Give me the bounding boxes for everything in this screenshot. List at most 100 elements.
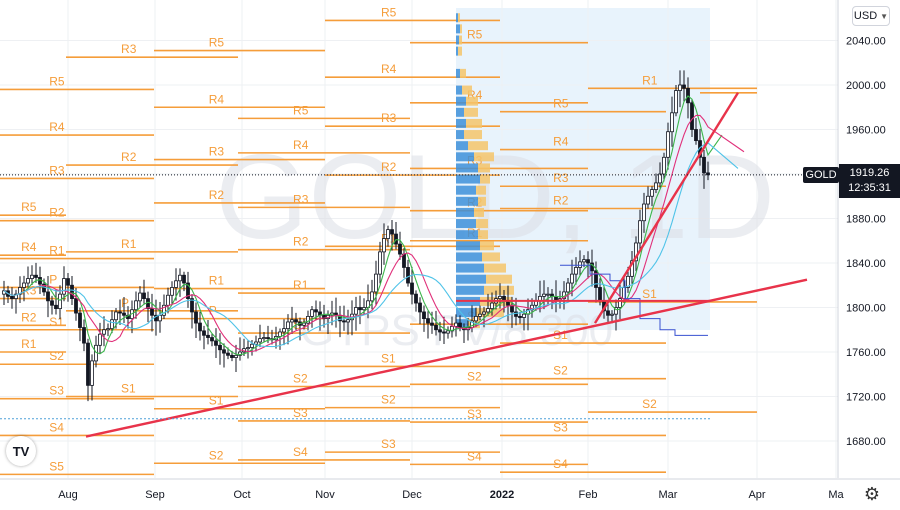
volume-bar [468, 141, 488, 151]
trendline-steep [593, 92, 740, 324]
time-scale [0, 479, 838, 510]
x-tick-label: Oct [233, 489, 250, 501]
candle-body [26, 278, 30, 284]
volume-bar [456, 163, 478, 173]
candle-body [546, 293, 550, 296]
candle-body [454, 322, 458, 327]
candle-body [342, 320, 346, 323]
candle-body [642, 203, 646, 222]
candle-body [598, 287, 602, 302]
volume-bar [456, 274, 486, 284]
candle-body [442, 331, 446, 334]
candle-body [438, 329, 442, 333]
candle-body [50, 300, 54, 306]
last-price-value: 1919.26 [849, 167, 890, 179]
candle-body [542, 293, 546, 297]
candle-body [150, 308, 154, 316]
candle-body [410, 282, 414, 295]
pivot-label-r3: R3 [209, 145, 225, 159]
pivot-label-r4: R4 [553, 135, 569, 149]
candle-body [182, 274, 186, 284]
x-tick-label: Aug [58, 489, 78, 501]
tradingview-logo[interactable]: TV [6, 436, 36, 466]
volume-bar [456, 308, 476, 318]
pivot-label-r1: R1 [21, 337, 37, 351]
x-tick-label: Sep [145, 489, 165, 501]
x-tick-label: Dec [402, 489, 422, 501]
currency-label: USD [853, 10, 878, 22]
candle-body [430, 322, 434, 326]
pivot-label-r2: R2 [21, 310, 37, 324]
volume-bar [456, 241, 480, 251]
candle-body [354, 307, 358, 315]
candle-body [314, 309, 318, 313]
candle-body [22, 282, 26, 288]
y-tick-label: 1800.00 [846, 303, 886, 315]
pivot-label-r5: R5 [553, 97, 569, 111]
candle-body [514, 311, 518, 317]
trendline-rising [85, 278, 808, 438]
candle-body [386, 229, 390, 239]
candle-body [634, 242, 638, 262]
candle-body [102, 329, 106, 335]
pivot-label-s2: S2 [293, 371, 308, 385]
x-tick-label: 2022 [490, 489, 514, 501]
candle-body [610, 313, 614, 316]
price-scale [838, 0, 900, 510]
candle-body [142, 292, 146, 300]
gear-icon[interactable]: ⚙ [863, 483, 881, 504]
candle-body [674, 90, 678, 114]
candle-body [230, 354, 234, 358]
volume-bar [456, 118, 466, 128]
y-tick-label: 2040.00 [846, 36, 886, 48]
pivot-label-s5: S5 [49, 459, 64, 473]
candle-body [426, 318, 430, 324]
x-tick-label: Apr [748, 489, 765, 501]
pivot-label-r5: R5 [21, 200, 37, 214]
candle-body [54, 304, 58, 310]
candle-body [694, 129, 698, 142]
volume-bar [456, 46, 458, 56]
currency-selector[interactable]: USD ▼ [852, 6, 890, 26]
candle-body [118, 311, 122, 314]
candle-body [186, 282, 190, 299]
candle-body [402, 253, 406, 268]
pivot-label-s2: S2 [467, 369, 482, 383]
volume-bar [458, 13, 460, 23]
candle-body [414, 293, 418, 304]
volume-bar [456, 35, 459, 45]
candle-body [490, 302, 494, 310]
candle-body [10, 295, 14, 299]
candle-body [606, 310, 610, 316]
volume-bar [456, 96, 466, 106]
candle-body [62, 278, 66, 295]
volume-bar [456, 252, 482, 262]
volume-bar [456, 85, 462, 95]
candle-body [378, 251, 382, 275]
volume-bar [456, 13, 458, 23]
candle-body [522, 313, 526, 318]
candle-body [246, 347, 250, 350]
x-tick-label: Mar [659, 489, 678, 501]
volume-bar [462, 85, 472, 95]
candle-body [662, 156, 666, 175]
pivot-label-r2: R2 [209, 188, 225, 202]
y-tick-label: 1840.00 [846, 258, 886, 270]
pivot-label-r2: R2 [553, 193, 569, 207]
candle-body [34, 274, 38, 278]
candle-body [626, 275, 630, 288]
volume-bar [480, 241, 494, 251]
pivot-label-r4: R4 [49, 120, 65, 134]
x-tick-label: Feb [579, 489, 598, 501]
pivot-label-p: P [49, 272, 57, 286]
pivot-label-s3: S3 [293, 406, 308, 420]
candle-body [122, 312, 126, 316]
candle-body [690, 102, 694, 130]
candle-body [278, 331, 282, 337]
pivot-label-r2: R2 [49, 206, 65, 220]
candle-body [206, 334, 210, 338]
candle-body [110, 319, 114, 330]
pivot-label-r5: R5 [467, 28, 483, 42]
bar-countdown: 12:35:31 [848, 182, 891, 194]
